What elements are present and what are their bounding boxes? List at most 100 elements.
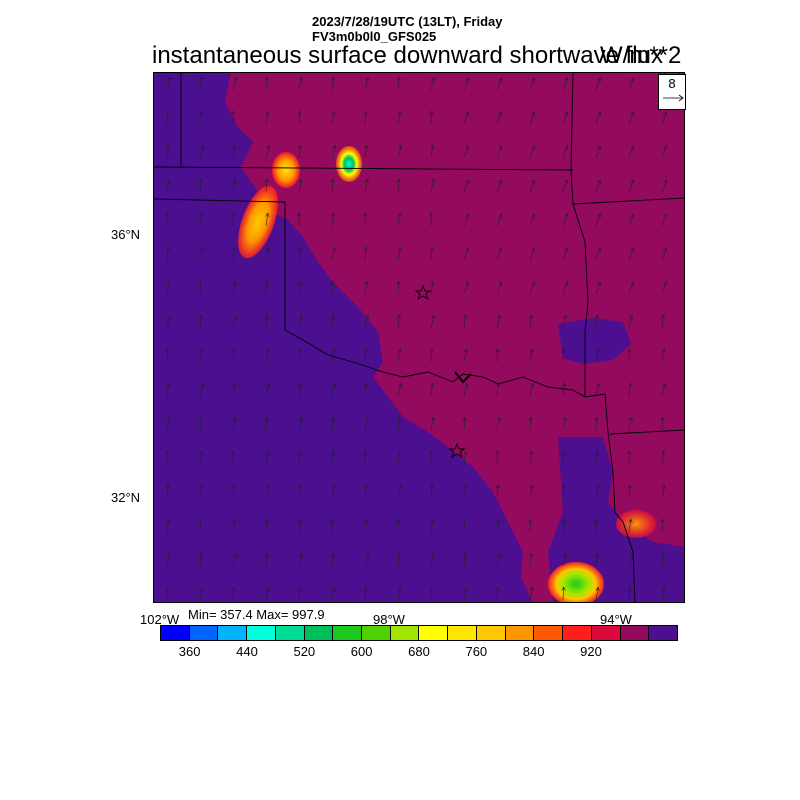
wind-arrow xyxy=(198,280,203,295)
wind-arrow xyxy=(628,382,633,397)
low-flux-region-east-texas xyxy=(548,437,685,603)
wind-arrow xyxy=(495,348,500,363)
wind-arrow xyxy=(264,178,269,193)
wind-arrow xyxy=(331,246,337,261)
wind-arrow xyxy=(429,212,434,227)
wind-arrow xyxy=(231,450,236,465)
colorbar-tick-label: 920 xyxy=(580,644,602,659)
wind-arrow xyxy=(298,518,303,533)
wind-arrow xyxy=(562,314,568,329)
wind-arrow xyxy=(463,179,470,193)
wind-arrow xyxy=(199,212,204,227)
wind-arrow xyxy=(529,382,535,397)
wind-arrow xyxy=(430,416,435,431)
wind-arrow xyxy=(495,586,500,601)
wind-arrow xyxy=(660,314,666,329)
wind-arrow xyxy=(264,518,269,533)
wind-arrow xyxy=(595,213,602,227)
wind-arrow xyxy=(397,212,402,227)
wind-arrow xyxy=(562,552,568,567)
wind-arrow xyxy=(463,484,469,499)
wind-arrow xyxy=(363,246,368,261)
wind-arrow xyxy=(264,552,270,567)
wind-arrow xyxy=(463,382,469,397)
wind-arrow xyxy=(661,382,667,397)
lon-label-94w: 94°W xyxy=(600,612,632,627)
wind-arrow xyxy=(595,348,600,363)
wind-arrow xyxy=(231,212,236,227)
wind-arrow xyxy=(627,484,632,499)
wind-arrow xyxy=(463,348,468,363)
wind-arrow xyxy=(496,179,503,193)
colorbar-swatch xyxy=(620,626,650,640)
wind-arrow xyxy=(165,110,170,125)
wind-arrow xyxy=(595,382,601,397)
model-name: FV3m0b0l0_GFS025 xyxy=(312,29,437,44)
wind-arrow xyxy=(495,484,500,499)
wind-arrow xyxy=(297,110,302,125)
wind-arrow xyxy=(199,450,204,465)
wind-arrow xyxy=(561,348,566,363)
wind-arrow xyxy=(364,280,369,295)
wind-arrow xyxy=(529,281,536,295)
wind-arrow xyxy=(298,76,304,91)
lon-label-98w: 98°W xyxy=(373,612,405,627)
colorbar-swatch xyxy=(476,626,506,640)
wind-arrow xyxy=(628,518,633,533)
wind-arrow xyxy=(430,76,436,91)
wind-arrow xyxy=(595,111,602,125)
wind-arrow xyxy=(595,450,600,465)
wind-arrow xyxy=(661,348,666,363)
wind-arrow xyxy=(265,212,270,227)
wind-arrow xyxy=(265,144,271,159)
wind-arrow xyxy=(231,484,236,499)
wind-arrow xyxy=(594,416,599,431)
wind-arrow xyxy=(330,178,335,193)
wind-arrow xyxy=(363,110,368,125)
wind-arrow xyxy=(363,212,368,227)
wind-arrow xyxy=(199,484,205,499)
wind-arrow xyxy=(562,382,567,397)
wind-arrow xyxy=(298,144,303,159)
wind-arrow xyxy=(397,144,403,159)
wind-arrow xyxy=(462,416,467,431)
wind-arrow xyxy=(232,178,237,193)
wind-arrow xyxy=(199,246,205,261)
wind-arrow xyxy=(429,246,434,261)
wind-arrow xyxy=(166,76,172,91)
wind-arrow xyxy=(462,314,468,329)
wind-arrow xyxy=(561,450,566,465)
wind-arrow xyxy=(496,77,503,91)
colorbar-tick-label: 520 xyxy=(293,644,316,659)
wind-arrow xyxy=(298,178,303,193)
wind-arrow xyxy=(199,348,204,363)
flux-map xyxy=(153,72,685,603)
colorbar-tick-label: 840 xyxy=(522,644,545,659)
colorbar-swatch xyxy=(304,626,334,640)
wind-arrow xyxy=(331,348,336,363)
lat-label-32n: 32°N xyxy=(111,490,141,505)
wind-arrow xyxy=(231,586,236,601)
wind-arrow xyxy=(265,382,271,397)
wind-arrow xyxy=(396,552,402,567)
wind-arrow xyxy=(166,144,171,159)
wind-arrow xyxy=(198,552,204,567)
wind-arrow xyxy=(528,416,533,431)
wind-arrow xyxy=(396,178,401,193)
wind-arrow xyxy=(298,416,303,431)
wind-arrow xyxy=(264,314,270,329)
wind-arrow xyxy=(628,281,635,295)
wind-arrow xyxy=(430,552,436,567)
wind-arrow xyxy=(265,246,271,261)
wind-arrow xyxy=(430,382,435,397)
wind-arrow xyxy=(528,518,533,533)
wind-arrow xyxy=(363,484,368,499)
wind-arrow xyxy=(331,382,337,397)
wind-arrow xyxy=(198,76,204,91)
wind-arrow xyxy=(298,552,304,567)
wind-arrow xyxy=(627,450,632,465)
wind-arrow xyxy=(231,246,236,261)
wind-arrow xyxy=(595,484,601,499)
wind-arrow xyxy=(363,450,368,465)
low-flux-region-arkansas xyxy=(558,318,631,364)
